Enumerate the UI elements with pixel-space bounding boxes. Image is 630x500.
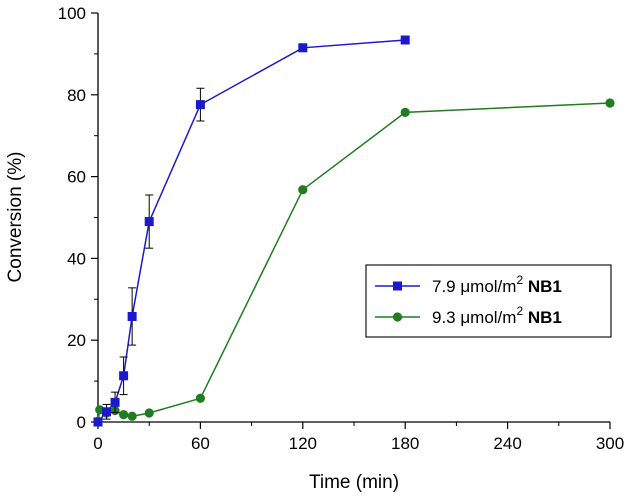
x-tick-label: 0 xyxy=(93,434,102,453)
series-line xyxy=(97,39,406,423)
data-point xyxy=(195,393,205,403)
y-axis-label: Conversion (%) xyxy=(5,152,26,283)
data-point xyxy=(127,411,137,421)
y-tick-label: 100 xyxy=(58,4,86,23)
data-point xyxy=(400,107,410,117)
legend-entry-1: 7.9 μmol/m2 NB1 xyxy=(375,273,562,296)
legend-prefix: 9.3 xyxy=(432,308,460,327)
data-point xyxy=(127,311,137,321)
x-tick-label: 120 xyxy=(289,434,317,453)
data-point xyxy=(93,417,103,427)
x-tick-label: 300 xyxy=(596,434,624,453)
data-point xyxy=(605,98,615,108)
series-layer xyxy=(93,35,615,427)
data-point xyxy=(95,405,105,415)
y-tick-label: 0 xyxy=(77,413,86,432)
legend-compound: NB1 xyxy=(523,308,562,327)
legend-sup: 2 xyxy=(516,273,523,287)
legend-unit: μmol/m xyxy=(460,277,516,296)
legend-compound: NB1 xyxy=(523,277,562,296)
legend-box xyxy=(365,264,612,338)
y-tick-label: 40 xyxy=(67,249,86,268)
legend-label: 9.3 μmol/m2 NB1 xyxy=(432,304,562,327)
data-point xyxy=(144,408,154,418)
data-point xyxy=(195,100,205,110)
data-point xyxy=(119,371,129,381)
x-tick-label: 240 xyxy=(493,434,521,453)
legend-label: 7.9 μmol/m2 NB1 xyxy=(432,273,562,296)
data-point xyxy=(298,43,308,53)
series-line xyxy=(97,102,611,422)
legend-unit: μmol/m xyxy=(460,308,516,327)
x-tick-label: 180 xyxy=(391,434,419,453)
data-point xyxy=(298,185,308,195)
data-point xyxy=(119,410,129,420)
circle-marker-icon xyxy=(392,312,403,322)
y-tick-label: 20 xyxy=(67,331,86,350)
data-point xyxy=(102,407,112,417)
series-2 xyxy=(93,98,615,426)
data-point xyxy=(144,217,154,227)
plot-axes xyxy=(97,13,610,423)
legend-prefix: 7.9 xyxy=(432,277,460,296)
series-1 xyxy=(93,35,410,427)
axis-ticks: 0 60 120 180 240 300 0 20 40 60 80 100 xyxy=(58,4,625,453)
data-point xyxy=(400,35,410,45)
x-axis-label: Time (min) xyxy=(309,472,399,493)
y-tick-label: 80 xyxy=(67,86,86,105)
data-point xyxy=(110,397,120,407)
square-marker-icon xyxy=(393,281,402,291)
y-tick-label: 60 xyxy=(67,168,86,187)
legend-entry-2: 9.3 μmol/m2 NB1 xyxy=(375,304,562,327)
legend-sup: 2 xyxy=(516,304,523,318)
x-tick-label: 60 xyxy=(191,434,210,453)
